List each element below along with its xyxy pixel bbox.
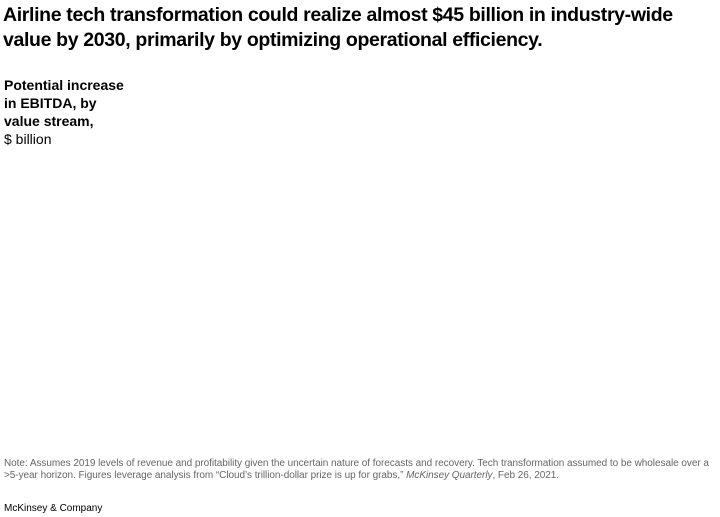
note-text: Note: Assumes 2019 levels of revenue and… bbox=[4, 458, 709, 481]
chart-note: Note: Assumes 2019 levels of revenue and… bbox=[4, 458, 716, 482]
chart-title: Airline tech transformation could realiz… bbox=[3, 4, 673, 51]
subtitle-line-3: value stream, bbox=[4, 113, 94, 129]
chart-subtitle: Potential increase in EBITDA, by value s… bbox=[4, 76, 154, 148]
note-date: , Feb 26, 2021. bbox=[492, 470, 559, 481]
subtitle-unit: $ billion bbox=[4, 131, 52, 147]
footer-brand: McKinsey & Company bbox=[4, 503, 103, 514]
subtitle-line-2: in EBITDA, by bbox=[4, 95, 97, 111]
note-publication: McKinsey Quarterly bbox=[406, 470, 493, 481]
subtitle-line-1: Potential increase bbox=[4, 77, 124, 93]
chart-plot-area bbox=[150, 70, 715, 445]
